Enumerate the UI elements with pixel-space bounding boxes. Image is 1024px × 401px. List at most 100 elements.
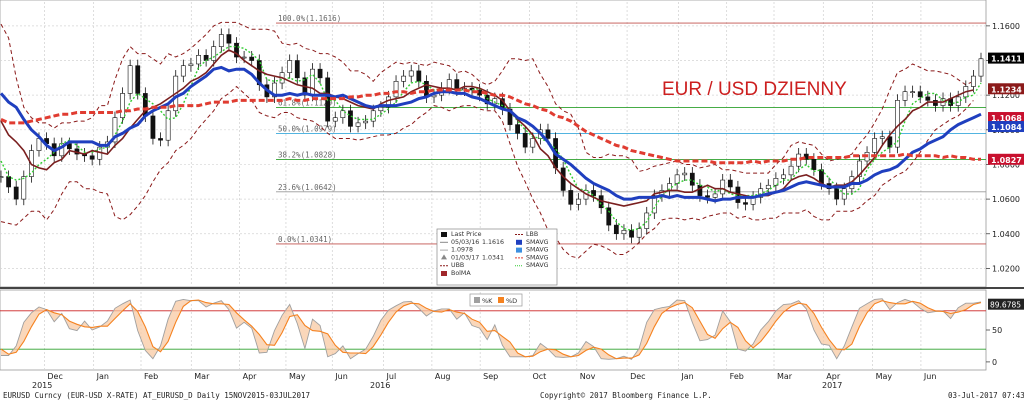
price-tick-label: 1.0200 [992, 264, 1020, 273]
candle-body [294, 60, 300, 79]
price-badge [988, 153, 1024, 165]
legend-label: SMAVG [526, 239, 549, 246]
candle-body [530, 138, 536, 148]
bollinger-ubb-line [0, 21, 974, 174]
month-label: Sep [483, 372, 498, 381]
candle-body [363, 120, 369, 124]
fib-label: 50.0%(1.0979) [278, 124, 337, 133]
month-label: Jun [334, 372, 348, 381]
candle-body [310, 68, 315, 96]
candle-body [0, 176, 4, 178]
legend-swatch [441, 254, 447, 260]
candle-body [416, 70, 422, 82]
candle-body [112, 117, 118, 143]
candle-body [629, 229, 634, 238]
legend-value: 1.1616 [482, 239, 504, 246]
price-tick-label: 1.0800 [992, 160, 1020, 169]
candle-body [613, 224, 619, 235]
year-label: 2016 [370, 381, 390, 390]
candle-body [507, 108, 513, 125]
legend-swatch [441, 232, 447, 237]
fib-label: 23.6%(1.0642) [278, 183, 337, 192]
oscillator-legend-swatch [498, 297, 504, 303]
legend-swatch [516, 239, 522, 245]
fibonacci-levels: 100.0%(1.1616) 61.8%(1.1129) 50.0%(1.0979)… [276, 14, 986, 245]
oscillator-legend-swatch [474, 297, 480, 303]
legend-swatch [516, 247, 522, 253]
oscillator-legend-label: %K [482, 297, 493, 305]
candle-body [241, 56, 247, 59]
price-tick-label: 1.0600 [992, 195, 1020, 204]
candle-body [515, 124, 520, 134]
candle-body [234, 42, 239, 58]
footer-center: Copyright© 2017 Bloomberg Finance L.P. [540, 391, 712, 400]
price-tick-label: 1.1600 [992, 22, 1020, 31]
candle-body [955, 96, 961, 106]
legend-label: SMAVG [526, 254, 549, 261]
candle-body [424, 80, 429, 98]
price-badge-label: 1.1234 [991, 85, 1022, 94]
candle-body [393, 80, 399, 98]
oscillator-legend: %K %D [469, 293, 523, 307]
price-axis: 1.02001.04001.06001.08001.10001.12001.14… [986, 22, 1024, 367]
footer-left: EURUSD Curncy (EUR-USD X-RATE) AT_EURUSD… [3, 391, 310, 400]
price-tick-label: 1.1200 [992, 91, 1020, 100]
oscillator-legend-label: %D [506, 297, 517, 305]
candle-body [355, 122, 361, 127]
candle-body [575, 198, 581, 205]
legend-label: SMAVG [526, 262, 549, 269]
candle-body [697, 184, 703, 196]
sma20-line [0, 49, 974, 207]
price-badge-label: 1.1084 [991, 123, 1022, 132]
candle-body [492, 98, 498, 105]
candle-body [188, 63, 194, 67]
candle-body [933, 100, 938, 106]
candle-body [902, 91, 908, 101]
candle-body [560, 167, 566, 191]
candle-body [211, 46, 217, 61]
month-label: Jan [680, 372, 693, 381]
price-badge-label: 1.1411 [991, 55, 1022, 64]
candle-body [606, 207, 612, 226]
candle-body [917, 91, 923, 98]
sma40-line [0, 65, 982, 203]
candle-body [348, 110, 353, 127]
candle-body [720, 179, 726, 195]
candle-body [226, 34, 232, 44]
stoch-d-line [0, 299, 982, 360]
fib-label: 38.2%(1.0828) [278, 151, 337, 160]
price-series [0, 21, 984, 259]
year-label: 2017 [822, 381, 842, 390]
candle-body [127, 65, 133, 94]
candle-body [872, 138, 878, 153]
candle-body [978, 58, 984, 77]
month-label: Jul [386, 372, 397, 381]
price-badge [988, 52, 1024, 64]
month-label: Nov [580, 372, 596, 381]
candle-body [773, 178, 779, 186]
price-badge [988, 83, 1024, 95]
candle-body [196, 55, 201, 65]
candle-body [454, 79, 460, 91]
legend-label: LBB [526, 231, 538, 238]
month-label: Dec [630, 372, 645, 381]
chart-title: EUR / USD DZIENNY [662, 79, 847, 100]
candle-body [765, 184, 771, 190]
candle-body [135, 65, 141, 94]
legend-label: UBB [451, 262, 464, 269]
fib-label: 61.8%(1.1129) [278, 98, 337, 107]
candle-body [682, 172, 688, 176]
price-tick-label: 1.0400 [992, 230, 1020, 239]
candle-body [89, 155, 95, 160]
month-label: Apr [826, 372, 841, 381]
candle-body [272, 82, 277, 98]
candle-body [727, 179, 733, 188]
month-label: Feb [144, 372, 158, 381]
month-label: Mar [194, 372, 210, 381]
candle-body [811, 158, 817, 170]
candle-body [6, 176, 11, 188]
candle-body [971, 75, 976, 87]
candle-body [788, 165, 794, 176]
legend-value: 1.0978 [451, 247, 473, 254]
